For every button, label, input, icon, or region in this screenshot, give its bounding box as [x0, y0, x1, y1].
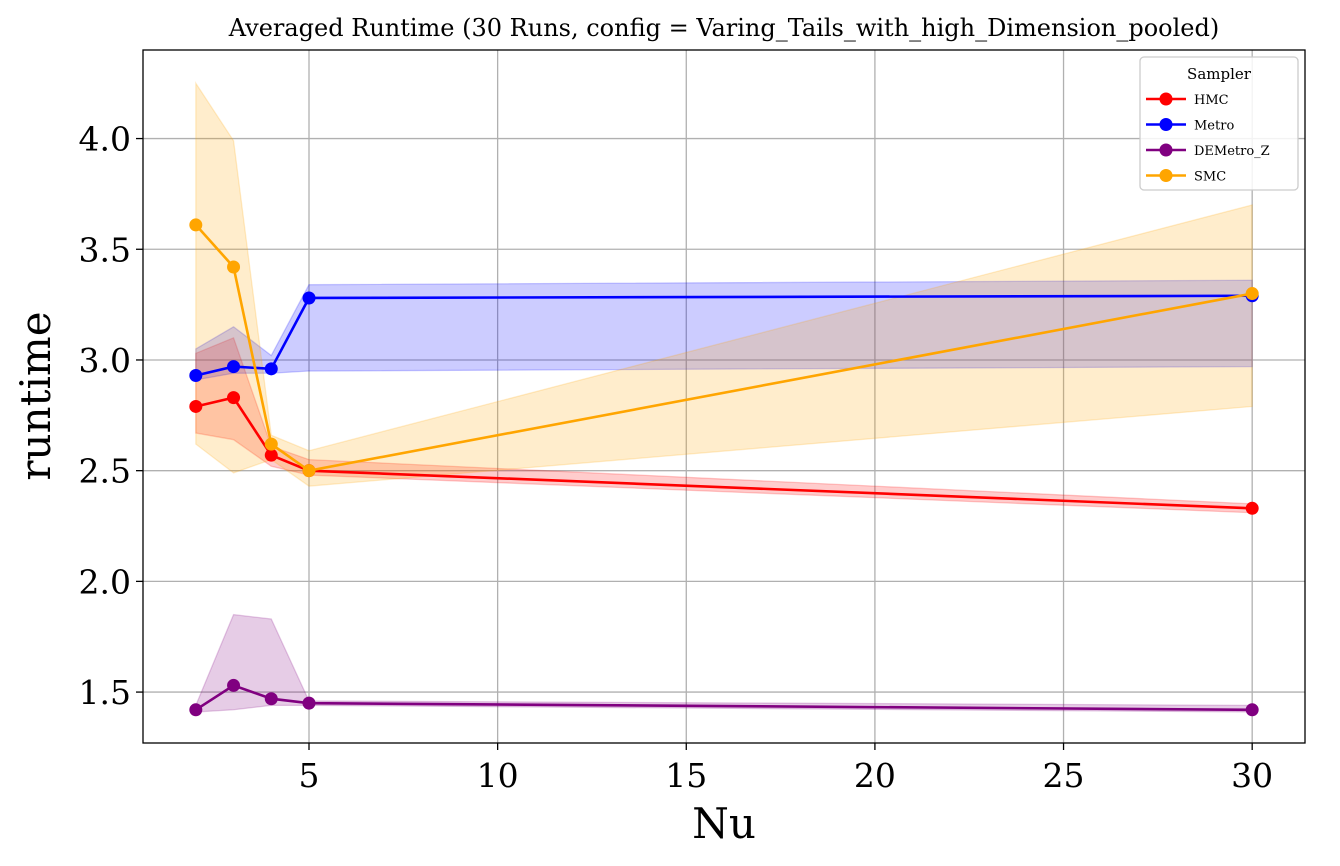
- band-metro: [195, 279, 1253, 381]
- legend-marker-hmc: [1159, 92, 1173, 106]
- x-tick-label: 20: [854, 756, 896, 795]
- legend: Sampler HMC Metro DEMetro_Z SMC: [1139, 56, 1299, 191]
- point-metro: [302, 291, 316, 305]
- x-axis-label: Nu: [692, 799, 756, 848]
- point-smc: [302, 464, 316, 478]
- point-hmc: [264, 448, 278, 462]
- legend-marker-smc: [1159, 169, 1173, 182]
- plot-frame: [142, 49, 1306, 744]
- y-tick-label: 3.5: [79, 230, 131, 269]
- point-metro: [227, 360, 241, 374]
- point-hmc: [189, 399, 203, 413]
- point-smc: [227, 260, 241, 274]
- band-smc: [195, 81, 1253, 487]
- point-demetro-z: [189, 703, 203, 717]
- point-metro: [264, 362, 278, 376]
- point-smc: [1245, 287, 1259, 301]
- x-tick-label: 30: [1231, 756, 1273, 795]
- legend-label-smc: SMC: [1194, 170, 1226, 185]
- point-demetro-z: [302, 696, 316, 710]
- x-tick-label: 15: [665, 756, 707, 795]
- y-tick-label: 4.0: [79, 120, 131, 159]
- x-tick-label: 10: [477, 756, 519, 795]
- legend-label-demetro-z: DEMetro_Z: [1194, 144, 1270, 159]
- y-tick-label: 1.5: [79, 673, 131, 712]
- chart-title: Averaged Runtime (30 Runs, config = Vari…: [228, 14, 1219, 42]
- y-tick-label: 2.5: [79, 452, 131, 491]
- point-smc: [189, 218, 203, 232]
- confidence-bands: [195, 81, 1253, 713]
- legend-label-metro: Metro: [1194, 119, 1234, 134]
- point-demetro-z: [1245, 703, 1259, 717]
- point-demetro-z: [227, 678, 241, 692]
- point-hmc: [1245, 501, 1259, 515]
- legend-box: [1139, 56, 1299, 191]
- x-tick-label: 5: [299, 756, 320, 795]
- series-lines: [189, 218, 1259, 717]
- y-tick-label: 2.0: [79, 562, 131, 601]
- y-tick-label: 3.0: [79, 341, 131, 380]
- legend-marker-demetro-z: [1159, 143, 1173, 157]
- band-demetro-z: [195, 613, 1253, 713]
- x-tick-label: 25: [1043, 756, 1085, 795]
- point-demetro-z: [264, 692, 278, 706]
- point-smc: [264, 437, 278, 451]
- point-metro: [189, 368, 203, 382]
- axis-ticks: 5 10 15 20 25 30 1.5 2.0 2.5 3.0 3.5 4.0: [79, 120, 1274, 795]
- y-axis-label: runtime: [11, 311, 60, 480]
- legend-marker-metro: [1159, 118, 1173, 131]
- legend-label-hmc: HMC: [1194, 93, 1229, 108]
- point-hmc: [227, 391, 241, 405]
- legend-title: Sampler: [1187, 65, 1252, 83]
